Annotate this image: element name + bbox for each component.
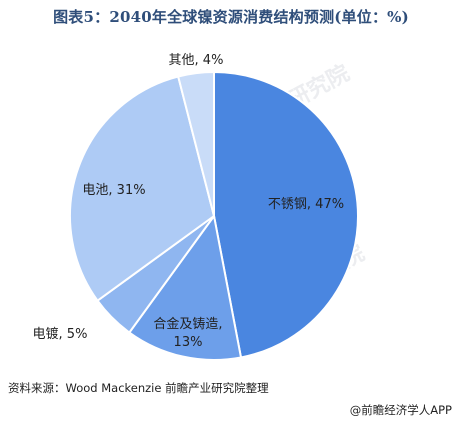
pie-slice	[176, 70, 215, 217]
source-note: 资料来源：Wood Mackenzie 前瞻产业研究院整理	[8, 381, 269, 395]
footer-credit: @前瞻经济学人APP	[349, 403, 452, 417]
pie-slices	[69, 70, 359, 361]
slice-label: 电池, 31%	[82, 183, 145, 198]
slice-label: 电镀, 5%	[33, 326, 88, 342]
slice-label: 不锈钢, 47%	[268, 197, 344, 212]
slice-label: 合金及铸造, 13%	[153, 316, 222, 350]
pie-labels: 不锈钢, 47% 合金及铸造, 13% 电镀, 5% 电池, 31% 其他, 4%	[33, 53, 345, 350]
pie-slice	[213, 70, 359, 359]
chart-title: 图表5：2040年全球镍资源消费结构预测(单位：%)	[53, 8, 409, 26]
slice-label: 其他, 4%	[169, 53, 224, 68]
pie-slice	[127, 213, 243, 361]
pie-slice	[69, 75, 216, 303]
